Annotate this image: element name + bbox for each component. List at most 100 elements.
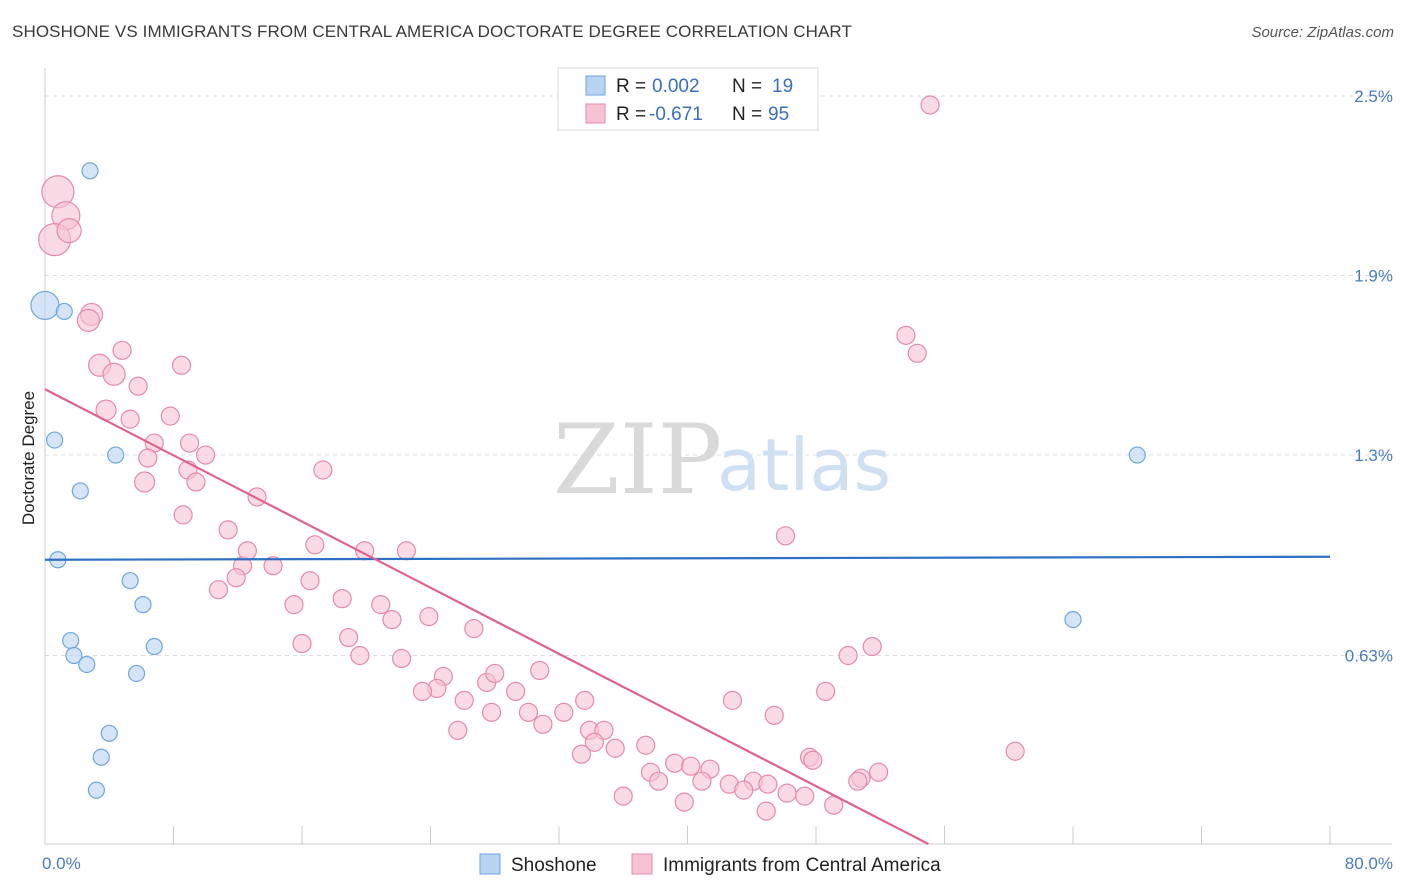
trend-line-0	[44, 555, 1331, 561]
axes	[44, 68, 1392, 845]
point-1-65	[681, 756, 701, 776]
point-1-38	[464, 618, 484, 639]
point-1-41	[338, 627, 359, 648]
point-0-8	[134, 596, 152, 614]
legend-n-label-2: N =	[732, 104, 762, 125]
watermark: ZIP atlas	[553, 404, 891, 516]
point-1-19	[133, 471, 156, 493]
point-0-12	[145, 637, 163, 656]
legend-n-value-2: 95	[768, 104, 789, 125]
point-0-16	[87, 781, 106, 799]
point-1-9	[171, 355, 192, 375]
point-1-28	[263, 556, 283, 576]
series-legend: Shoshone Immigrants from Central America	[479, 853, 941, 876]
legend-swatch-shoshone	[585, 75, 606, 96]
point-1-86	[869, 762, 889, 782]
point-1-42	[391, 648, 412, 669]
point-0-5	[71, 482, 89, 500]
point-1-89	[862, 636, 882, 657]
point-1-8	[102, 362, 126, 386]
trend-line-1	[44, 388, 929, 845]
point-1-94	[237, 541, 257, 561]
legend-r-value-2: -0.671	[649, 104, 703, 125]
point-1-10	[128, 376, 148, 396]
point-1-64	[665, 753, 685, 773]
y-tick-label-0: 0.63%	[1345, 647, 1393, 666]
point-0-15	[92, 748, 110, 766]
point-0-4	[107, 446, 125, 464]
point-1-59	[584, 732, 604, 752]
legend-r-label-1: R =	[616, 76, 646, 97]
point-1-34	[332, 589, 352, 609]
point-1-82	[848, 771, 868, 791]
watermark-zip: ZIP	[553, 404, 722, 516]
point-1-52	[481, 702, 502, 722]
x-tick-labels: 0.0% 80.0%	[42, 854, 1393, 873]
point-1-20	[186, 472, 206, 492]
point-1-36	[382, 609, 402, 630]
point-1-54	[554, 702, 574, 722]
point-1-90	[896, 325, 916, 345]
point-1-45	[485, 663, 505, 684]
y-tick-label-3: 2.5%	[1354, 87, 1393, 106]
legend-r-value-1: 0.002	[652, 76, 700, 97]
point-1-75	[758, 774, 778, 794]
point-1-32	[226, 568, 246, 588]
correlation-legend: R = 0.002 N = 19 R = -0.671 N = 95	[557, 67, 819, 131]
watermark-atlas: atlas	[717, 423, 891, 507]
point-1-67	[648, 771, 669, 791]
point-1-46	[530, 660, 550, 681]
point-1-61	[636, 735, 656, 755]
point-1-12	[120, 409, 140, 429]
point-1-5	[76, 308, 100, 332]
point-1-51	[454, 690, 474, 710]
point-1-91	[907, 343, 927, 363]
point-1-60	[605, 738, 625, 758]
x-tick-label-1: 80.0%	[1345, 854, 1393, 873]
point-1-88	[838, 645, 858, 666]
point-1-26	[305, 535, 325, 555]
point-1-93	[1005, 741, 1025, 761]
point-1-87	[775, 526, 796, 546]
legend-r-label-2: R =	[616, 104, 646, 125]
point-0-3	[46, 431, 64, 449]
point-1-84	[764, 705, 784, 725]
point-1-22	[313, 460, 333, 480]
y-tick-label-1: 1.3%	[1354, 446, 1393, 465]
point-1-21	[247, 487, 267, 507]
point-0-11	[78, 655, 96, 674]
point-1-16	[138, 448, 158, 468]
point-1-33	[284, 595, 304, 615]
point-1-80	[756, 801, 776, 821]
point-1-27	[396, 541, 417, 561]
point-1-77	[795, 786, 815, 806]
point-1-24	[173, 505, 193, 525]
point-1-53	[518, 702, 539, 722]
point-0-14	[100, 724, 118, 742]
point-1-30	[300, 571, 320, 591]
point-1-55	[448, 720, 468, 740]
point-1-83	[722, 690, 743, 710]
point-0-1	[55, 302, 73, 321]
point-0-13	[127, 664, 146, 683]
point-0-2	[81, 162, 99, 180]
point-1-62	[571, 744, 592, 764]
point-0-9	[62, 631, 80, 650]
point-0-18	[1064, 610, 1082, 629]
grid-lines	[45, 95, 1392, 657]
chart-title: SHOSHONE VS IMMIGRANTS FROM CENTRAL AMER…	[12, 22, 852, 41]
point-1-40	[350, 645, 370, 666]
point-1-15	[179, 433, 200, 453]
point-1-23	[218, 520, 238, 540]
point-1-49	[506, 681, 526, 702]
point-1-76	[777, 783, 797, 803]
y-tick-label-2: 1.9%	[1354, 267, 1393, 286]
point-1-31	[208, 580, 229, 600]
point-0-7	[121, 572, 139, 590]
point-1-18	[196, 445, 216, 465]
point-1-6	[112, 340, 132, 360]
series-label-immigrants: Immigrants from Central America	[663, 855, 941, 876]
series-swatch-shoshone	[479, 853, 501, 875]
point-1-92	[920, 95, 940, 115]
